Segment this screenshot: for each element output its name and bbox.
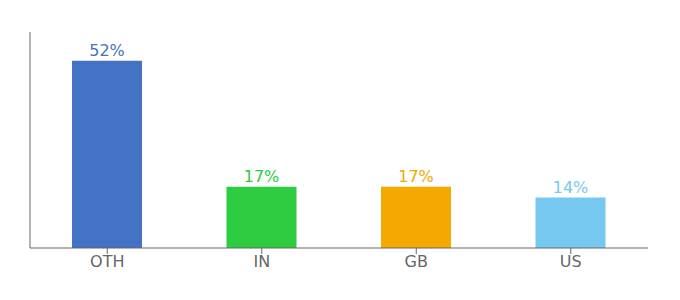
svg-text:OTH: OTH — [90, 252, 124, 271]
svg-text:14%: 14% — [553, 178, 589, 197]
svg-text:17%: 17% — [398, 167, 434, 186]
svg-text:IN: IN — [253, 252, 270, 271]
svg-text:52%: 52% — [89, 41, 125, 60]
svg-text:17%: 17% — [244, 167, 280, 186]
svg-text:US: US — [560, 252, 582, 271]
svg-text:GB: GB — [405, 252, 428, 271]
